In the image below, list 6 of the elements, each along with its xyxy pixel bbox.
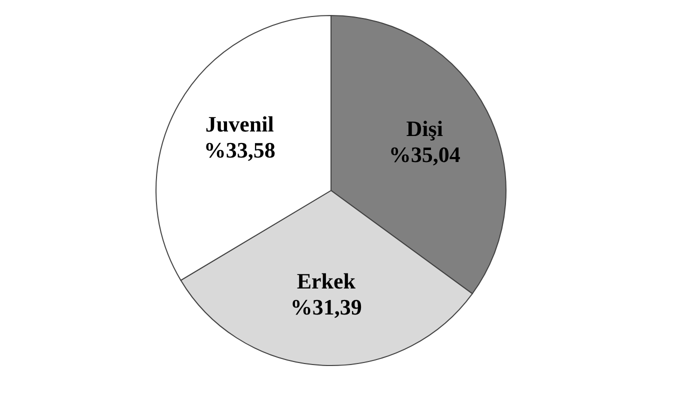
- data-label: %31,39: [290, 294, 362, 320]
- slice-label: Juvenil: [205, 112, 274, 137]
- data-label: %33,58: [204, 138, 276, 163]
- slice-label: Dişi: [406, 116, 443, 141]
- slice-label: Erkek: [296, 268, 356, 294]
- data-label: %35,04: [388, 142, 460, 167]
